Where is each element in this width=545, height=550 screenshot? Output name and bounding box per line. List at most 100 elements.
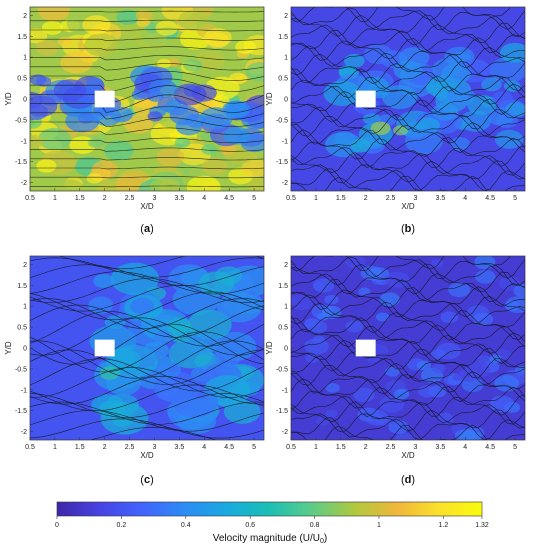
field-patch <box>60 51 93 74</box>
streamline <box>30 10 264 13</box>
x-tick-label: 4 <box>463 444 467 451</box>
field-patch <box>36 159 57 173</box>
field-patch <box>175 117 203 136</box>
x-tick-label: 2.5 <box>125 195 135 202</box>
field-patch <box>186 332 219 355</box>
field-patch <box>363 44 393 65</box>
velocity-field <box>30 7 264 191</box>
field-patch <box>183 58 202 72</box>
x-tick-label: 3.5 <box>435 444 445 451</box>
field-patch <box>441 63 472 84</box>
obstacle <box>355 90 376 108</box>
colorbar-tick-label: 1.32 <box>475 522 489 529</box>
streamline <box>30 71 264 81</box>
field-patch <box>30 134 44 149</box>
streamline <box>291 417 525 440</box>
streamline <box>291 75 525 99</box>
colorbar-ticks: 0 0.2 0.4 0.6 0.8 1 1.2 1.32 <box>55 516 489 529</box>
streamline <box>30 85 264 104</box>
field-patch <box>153 330 174 345</box>
x-tick-label: 3 <box>153 195 157 202</box>
field-patch <box>446 86 475 106</box>
field-patch <box>494 375 519 392</box>
streamline <box>30 410 264 432</box>
x-axis-label: X/D <box>140 202 154 211</box>
y-tick-label: -2 <box>282 180 288 187</box>
y-tick-label: 1.5 <box>17 283 27 290</box>
x-tick-label: 4 <box>202 444 206 451</box>
y-tick-label: 1 <box>23 55 27 62</box>
field-patch <box>38 127 72 150</box>
field-patch <box>504 300 520 311</box>
field-patch <box>35 39 59 56</box>
field-patch <box>388 420 409 434</box>
panel-label: (a) <box>140 223 153 235</box>
streamline <box>291 301 525 325</box>
streamline <box>30 117 264 127</box>
x-tick-label: 2.5 <box>125 444 135 451</box>
colorbar-tick-label: 0.6 <box>245 522 255 529</box>
streamline <box>291 347 525 372</box>
x-tick-label: 1 <box>314 444 318 451</box>
field-patch <box>148 79 177 99</box>
streamline <box>291 14 525 37</box>
streamline <box>30 349 264 385</box>
colorbar-tick-label: 0 <box>55 522 59 529</box>
streamline <box>30 384 264 412</box>
colorbar-label: Velocity magnitude (U/U0) <box>213 533 328 545</box>
colorbar-gradient <box>56 501 483 517</box>
x-tick-label: 2 <box>103 195 107 202</box>
field-patch <box>89 296 114 313</box>
panel-b: 0.5 1 1.5 2 2.5 3 3.5 4 4.5 5 2 1.5 1 0.5 0 -0.5 -1 -1.5 -… <box>265 6 526 235</box>
streamline <box>30 54 264 61</box>
streamline <box>291 152 525 176</box>
streamline <box>30 78 264 92</box>
streamline <box>291 401 525 425</box>
streamline <box>30 418 264 439</box>
streamline <box>30 147 264 152</box>
y-tick-label: 1 <box>284 304 288 311</box>
field-patch <box>155 20 178 36</box>
field-patch <box>379 292 401 307</box>
y-axis-label: Y/D <box>4 341 13 355</box>
streamline <box>30 278 264 303</box>
field-patch <box>404 128 443 155</box>
streamlines <box>291 7 525 191</box>
y-axis-label: Y/D <box>265 341 274 355</box>
x-tick-label: 0.5 <box>25 444 35 451</box>
field-patch <box>191 84 217 102</box>
streamline <box>30 37 264 41</box>
field-patch <box>489 395 515 413</box>
panel-a: 0.5 1 1.5 2 2.5 3 3.5 4 4.5 5 2 1.5 1 0.5 0 -0.5 -1 -1.5 -… <box>4 6 265 235</box>
field-patch <box>350 138 371 153</box>
streamlines <box>30 256 264 440</box>
field-patch <box>291 294 314 311</box>
field-patch <box>487 107 515 126</box>
streamline <box>30 63 264 71</box>
field-patch <box>87 138 102 148</box>
field-patch <box>93 273 115 289</box>
y-tick-label: -1 <box>21 138 27 145</box>
y-tick-label: 2 <box>23 13 27 20</box>
streamline <box>30 185 264 188</box>
streamline <box>291 83 525 107</box>
y-tick-label: -1.5 <box>276 408 288 415</box>
streamline <box>291 175 525 191</box>
panel-c: 0.5 1 1.5 2 2.5 3 3.5 4 4.5 5 2 1.5 1 0.5 0 -0.5 -1 -1.5 -… <box>4 255 265 486</box>
streamline <box>291 61 525 85</box>
field-patch <box>418 385 437 398</box>
field-patch <box>36 76 52 87</box>
streamlines <box>291 256 525 440</box>
field-patch <box>123 113 154 134</box>
streamline <box>30 311 264 347</box>
field-patch <box>513 284 525 298</box>
streamline <box>291 30 525 54</box>
streamline <box>30 271 264 295</box>
x-tick-label: 4.5 <box>224 195 234 202</box>
x-tick-label: 2.5 <box>386 444 396 451</box>
y-tick-label: -2 <box>21 429 27 436</box>
field-patch <box>195 50 225 71</box>
field-patch <box>223 126 251 145</box>
streamline <box>30 401 264 425</box>
streamline <box>30 157 264 161</box>
